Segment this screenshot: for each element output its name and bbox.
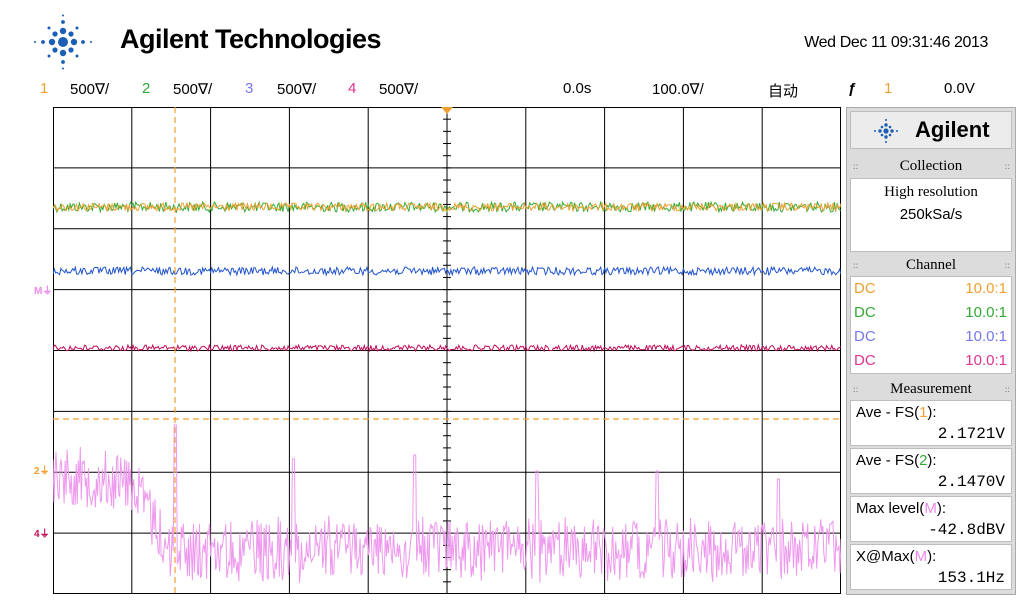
trigger-mode[interactable]: 自动 [768,83,799,100]
datetime-label: Wed Dec 11 09:31:46 2013 [804,34,988,51]
channel-row[interactable]: DC 10.0:1 [854,328,1007,345]
status-bar: 1 500∇/ 2 500∇/ 3 500∇/ 4 500∇/ 0.0s 100… [0,80,1024,102]
math-ground-marker[interactable]: M⏚ [34,286,53,297]
measurement-item[interactable]: Max level(M): -42.8dBV [850,496,1012,542]
channel-row[interactable]: DC 10.0:1 [854,280,1007,297]
side-panel: Agilent : : Collection : : High resoluti… [846,107,1016,595]
channel-row[interactable]: DC 10.0:1 [854,352,1007,369]
ch4-scale[interactable]: 500∇/ [379,81,419,98]
ch2-number[interactable]: 2 [142,80,151,97]
ch2-scale[interactable]: 500∇/ [173,81,213,98]
header-bar: Agilent Technologies Wed Dec 11 09:31:46… [0,0,1024,82]
ch3-number[interactable]: 3 [245,80,254,97]
ch1-trace [53,201,841,213]
collection-box: High resolution 250kSa/s [850,178,1012,252]
channel-section-title[interactable]: : : Channel : : [850,254,1012,276]
measurement-section-title[interactable]: : : Measurement : : [850,378,1012,400]
sample-rate: 250kSa/s [899,206,963,223]
agilent-spark-logo-icon [34,14,92,70]
panel-brand-label: Agilent [915,117,990,142]
brand-title: Agilent Technologies [120,24,382,54]
ch4-trace [53,343,841,353]
panel-brand-box: Agilent [850,111,1012,149]
ch4-number[interactable]: 4 [348,80,357,97]
trigger-source[interactable]: 1 [884,80,893,97]
ch2-trace [53,200,841,214]
ch4-ground-marker[interactable]: 4⏚ [34,529,50,540]
time-scale[interactable]: 100.0∇/ [652,81,704,98]
measurement-item[interactable]: Ave - FS(1): 2.1721V [850,400,1012,446]
trigger-edge-icon: ƒ [848,80,857,97]
channel-box: DC 10.0:1 DC 10.0:1 DC 10.0:1 DC 10.0:1 [850,276,1012,374]
ch3-trace [53,265,841,277]
math-fft-trace [53,424,841,583]
time-delay[interactable]: 0.0s [563,80,592,97]
ch1-number[interactable]: 1 [40,80,49,97]
channel-row[interactable]: DC 10.0:1 [854,304,1007,321]
ch1-scale[interactable]: 500∇/ [70,81,110,98]
trigger-position-marker [441,107,453,114]
acquisition-mode: High resolution [884,184,978,200]
measurement-item[interactable]: Ave - FS(2): 2.1470V [850,448,1012,494]
agilent-spark-small-icon [874,119,898,143]
trigger-level[interactable]: 0.0V [944,80,975,97]
collection-section-title[interactable]: : : Collection : : [850,155,1012,177]
center-axis-ticks [443,107,451,583]
ch3-scale[interactable]: 500∇/ [277,81,317,98]
ch2-ground-marker[interactable]: 2⏚ [34,466,50,477]
waveform-display[interactable] [53,107,841,594]
measurement-item[interactable]: X@Max(M): 153.1Hz [850,544,1012,590]
